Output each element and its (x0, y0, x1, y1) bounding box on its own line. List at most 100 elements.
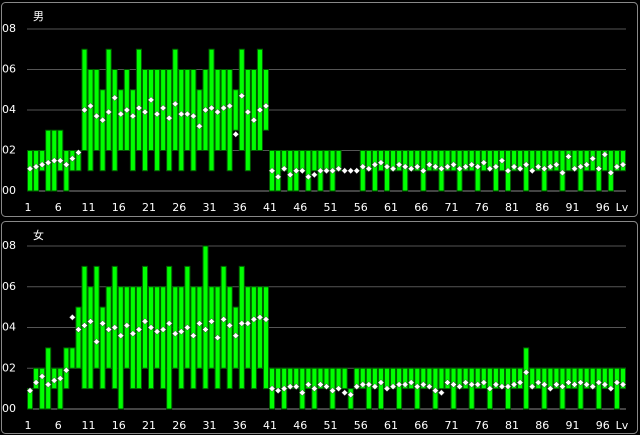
range-bar (166, 265, 173, 410)
range-bar (565, 150, 572, 172)
range-bar (311, 150, 318, 172)
avg-marker (141, 318, 149, 325)
range-bar (226, 286, 233, 390)
avg-marker (553, 161, 560, 169)
range-bar (365, 367, 372, 410)
avg-marker (613, 379, 621, 386)
range-bar (172, 48, 179, 151)
avg-marker (323, 167, 330, 175)
avg-marker (153, 328, 161, 335)
range-bar (262, 69, 270, 131)
x-tick-label: 96 (596, 201, 610, 214)
range-bar (184, 69, 191, 151)
avg-marker (111, 94, 119, 102)
range-bar (81, 48, 88, 151)
avg-marker (105, 108, 113, 116)
avg-marker (99, 116, 106, 124)
avg-marker (462, 163, 470, 171)
range-bar (571, 367, 578, 390)
avg-marker (244, 108, 252, 116)
x-tick-label: 51 (324, 201, 338, 214)
avg-marker (190, 112, 197, 120)
avg-marker (44, 381, 52, 388)
avg-marker (401, 163, 409, 171)
range-bar (371, 150, 378, 192)
range-bar (148, 69, 155, 151)
range-bar (619, 367, 627, 390)
avg-marker (510, 163, 518, 171)
range-bar (547, 150, 554, 172)
panel-title: 男 (33, 10, 44, 23)
range-bar (75, 306, 82, 369)
range-bar (208, 286, 215, 369)
avg-marker (304, 173, 312, 181)
range-bar (63, 150, 70, 192)
avg-marker (480, 159, 488, 167)
avg-marker (462, 379, 470, 386)
range-bar (256, 48, 263, 151)
range-bar (468, 367, 475, 410)
avg-marker (341, 167, 349, 175)
avg-marker (280, 385, 288, 392)
avg-marker (607, 385, 615, 392)
x-tick-label: 26 (172, 201, 186, 214)
x-tick-label: 66 (414, 201, 428, 214)
x-tick-label: 71 (445, 201, 459, 214)
range-bar (39, 367, 46, 410)
avg-marker (159, 326, 167, 333)
avg-marker (274, 387, 282, 395)
avg-marker (335, 385, 342, 392)
x-tick-label: 76 (475, 201, 489, 214)
x-axis-label: Lv (616, 419, 629, 432)
avg-marker (474, 163, 482, 171)
avg-marker (456, 165, 463, 173)
range-bar (317, 367, 324, 390)
avg-marker (32, 379, 40, 386)
avg-marker (329, 167, 336, 175)
x-tick-label: 46 (293, 419, 307, 432)
avg-marker (413, 163, 421, 171)
avg-marker (522, 368, 530, 376)
avg-marker (226, 102, 234, 110)
avg-marker (190, 332, 197, 340)
avg-marker (129, 112, 137, 120)
avg-marker (93, 338, 100, 346)
x-tick-label: 21 (142, 419, 156, 432)
avg-marker (438, 165, 445, 173)
avg-marker (601, 151, 609, 158)
avg-marker (347, 167, 355, 175)
range-bar (450, 367, 457, 410)
avg-marker (38, 161, 46, 169)
range-bar (492, 367, 499, 390)
range-bar (535, 367, 542, 390)
panel-title: 女 (33, 228, 44, 242)
avg-marker (492, 163, 500, 171)
avg-marker (196, 122, 203, 130)
avg-marker (177, 110, 185, 118)
avg-marker (577, 163, 584, 171)
avg-marker (87, 102, 94, 110)
avg-marker (432, 163, 439, 171)
avg-marker (407, 165, 415, 173)
x-tick-label: 11 (82, 201, 96, 214)
avg-marker (456, 383, 463, 390)
avg-marker (135, 326, 143, 333)
avg-marker (547, 385, 554, 392)
avg-marker (389, 383, 397, 390)
range-bar (426, 150, 433, 172)
range-bar (69, 347, 76, 369)
avg-marker (444, 163, 451, 171)
avg-marker (99, 320, 106, 327)
range-bar (359, 367, 366, 390)
avg-marker (202, 326, 209, 333)
range-bar (93, 265, 100, 369)
x-tick-label: 61 (384, 419, 398, 432)
avg-marker (498, 157, 506, 164)
x-tick-label: 96 (596, 419, 610, 432)
range-bar (511, 367, 518, 390)
avg-marker (171, 100, 179, 108)
x-tick-label: 26 (172, 419, 186, 432)
x-tick-label: 41 (263, 419, 277, 432)
range-bar (135, 286, 142, 390)
panel-frame (1, 221, 638, 434)
